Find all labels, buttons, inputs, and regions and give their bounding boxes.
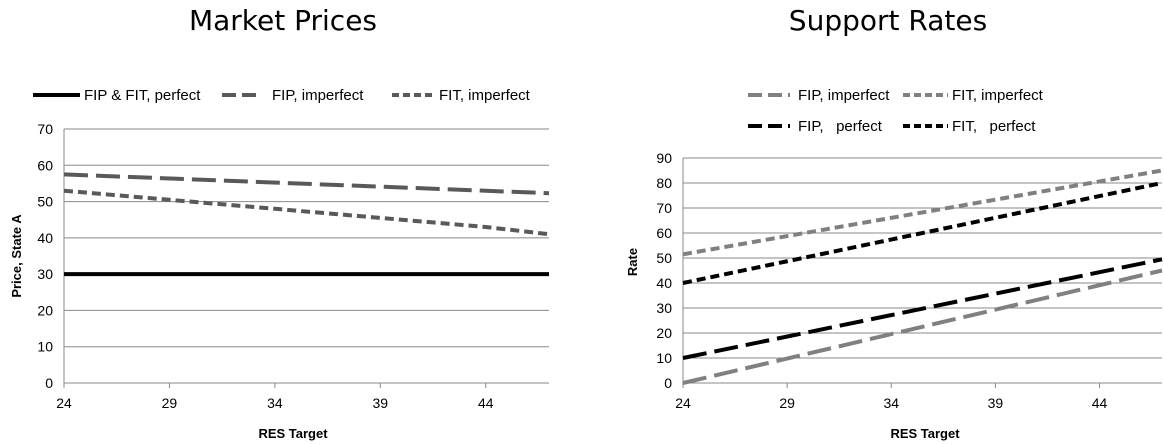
y-tick-label: 90	[656, 150, 672, 166]
legend-label: FIP, imperfect	[272, 87, 364, 104]
legend-label: FIT, imperfect	[952, 87, 1044, 104]
y-tick-label: 70	[37, 121, 53, 137]
series-line	[682, 257, 1163, 360]
x-tick-label: 39	[373, 395, 389, 411]
y-tick-label: 50	[656, 250, 672, 266]
x-tick-label: 39	[988, 395, 1004, 411]
chart-title: Market Prices	[189, 4, 377, 37]
x-axis-label: RES Target	[890, 426, 960, 441]
y-tick-label: 0	[45, 375, 53, 391]
legend-label: FIT, imperfect	[439, 87, 531, 104]
y-tick-label: 80	[656, 175, 672, 191]
support-rates-chart: Support Rates FIP, imperfect FIT, imperf…	[625, 4, 1163, 441]
y-tick-label: 40	[37, 230, 53, 246]
plot-area: 0 10 20 30 40 50 60 70 24 29 34 39 44	[37, 121, 550, 411]
series-line	[63, 188, 550, 237]
y-tick-label: 0	[664, 375, 672, 391]
x-tick-label: 44	[1092, 395, 1108, 411]
legend-label: FIP & FIT, perfect	[84, 87, 201, 104]
series-line	[682, 268, 1163, 385]
x-tick-label: 29	[162, 395, 178, 411]
y-tick-label: 60	[656, 225, 672, 241]
x-tick-label: 44	[478, 395, 494, 411]
y-tick-label: 60	[37, 157, 53, 173]
y-tick-label: 30	[656, 300, 672, 316]
market-prices-chart: Market Prices FIP & FIT, perfect FIP, im…	[9, 4, 550, 441]
y-tick-label: 10	[656, 350, 672, 366]
y-tick-label: 70	[656, 200, 672, 216]
y-tick-label: 20	[37, 302, 53, 318]
y-tick-label: 40	[656, 275, 672, 291]
y-tick-label: 10	[37, 339, 53, 355]
y-tick-label: 50	[37, 194, 53, 210]
y-tick-label: 20	[656, 325, 672, 341]
legend-label: FIP, perfect	[798, 118, 883, 135]
legend-label: FIT, perfect	[952, 118, 1036, 135]
y-axis-label: Rate	[625, 248, 640, 276]
x-tick-label: 34	[267, 395, 283, 411]
y-axis-label: Price, State A	[9, 214, 24, 298]
x-tick-label: 29	[779, 395, 795, 411]
x-axis-label: RES Target	[258, 426, 328, 441]
series-line	[682, 181, 1163, 285]
series-line	[682, 168, 1163, 257]
x-tick-label: 24	[675, 395, 691, 411]
y-tick-label: 30	[37, 266, 53, 282]
series-line	[63, 172, 550, 196]
legend: FIP, imperfect FIT, imperfect FIP, perfe…	[748, 87, 1044, 135]
legend-label: FIP, imperfect	[798, 87, 890, 104]
legend: FIP & FIT, perfect FIP, imperfect FIT, i…	[33, 87, 531, 104]
x-tick-label: 34	[883, 395, 899, 411]
x-tick-label: 24	[56, 395, 72, 411]
plot-area: 0 10 20 30 40 50 60 70 80 90 24 29 34 39 44	[656, 150, 1163, 411]
chart-title: Support Rates	[789, 4, 987, 37]
